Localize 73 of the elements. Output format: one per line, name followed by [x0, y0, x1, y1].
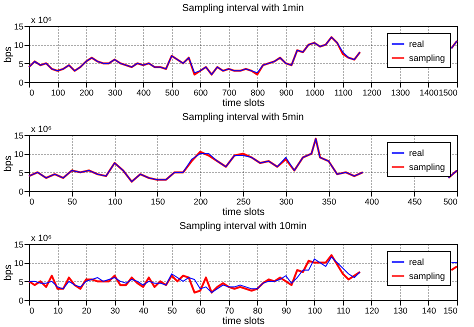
x-tick-label: 900 [279, 88, 294, 98]
x-tick-label: 80 [253, 306, 263, 316]
x-tick-label: 250 [236, 196, 251, 206]
legend-label: real [409, 39, 424, 49]
x-tick-label: 90 [282, 306, 292, 316]
x-tick-label: 110 [336, 306, 350, 316]
x-axis-title: time slots [222, 316, 265, 327]
x-tick-label: 120 [364, 306, 380, 316]
x-tick-label: 50 [68, 196, 78, 206]
x-tick-label: 200 [79, 88, 94, 98]
x-tick-label: 500 [165, 88, 180, 98]
x-tick-label: 1400 [420, 88, 439, 98]
x-tick-label: 400 [364, 196, 380, 206]
y-tick-label: 5 [18, 276, 24, 287]
x-tick-label: 40 [138, 306, 149, 316]
x-tick-label: 1100 [334, 88, 353, 98]
x-tick-label: 1200 [362, 88, 382, 98]
x-tick-label: 10 [53, 306, 64, 316]
legend-label: sampling [409, 162, 446, 172]
legend-label: real [409, 148, 424, 158]
x-tick-label: 300 [108, 88, 122, 98]
x-tick-label: 150 [443, 306, 458, 316]
x-tick-label: 1300 [390, 88, 410, 98]
y-tick-label: 0 [18, 296, 24, 306]
text: x 10⁶ [31, 15, 52, 25]
chart-title: Sampling interval with 10min [179, 221, 307, 232]
y-tick-label: 0 [18, 186, 24, 196]
x-tick-label: 350 [322, 196, 336, 206]
y-tick-label: 15 [14, 240, 24, 250]
x-tick-label: 130 [393, 306, 408, 316]
x-tick-label: 700 [222, 88, 237, 98]
x-tick-label: 500 [443, 196, 458, 206]
legend-label: sampling [409, 271, 446, 281]
x-tick-label: 100 [50, 88, 66, 98]
x-tick-label: 1000 [305, 88, 325, 98]
x-tick-label: 60 [196, 306, 206, 316]
x-tick-label: 0 [30, 196, 34, 206]
y-tick-label: 15 [14, 22, 24, 32]
x-tick-label: 800 [250, 88, 266, 98]
x-tick-label: 140 [422, 306, 436, 316]
y-tick-label: 10 [14, 40, 24, 50]
y-axis-title: bps [3, 155, 14, 172]
y-tick-label: 15 [14, 130, 24, 140]
y-tick-label: 10 [14, 258, 24, 268]
x-tick-label: 200 [194, 196, 208, 206]
x-tick-label: 300 [279, 196, 294, 206]
x-tick-label: 400 [136, 88, 151, 98]
x-tick-label: 150 [150, 196, 166, 206]
x-tick-label: 100 [108, 196, 122, 206]
y-tick-label: 10 [14, 149, 24, 160]
x-tick-label: 1500 [438, 88, 458, 98]
x-tick-label: 600 [194, 88, 208, 98]
x-tick-label: 450 [408, 196, 422, 206]
y-axis-title: bps [3, 46, 14, 63]
x-tick-label: 50 [167, 306, 178, 316]
y-tick-label: 0 [18, 78, 24, 88]
x-tick-label: 20 [82, 306, 92, 316]
text: x 10⁶ [31, 233, 52, 243]
x-tick-label: 70 [224, 306, 234, 316]
chart-title: Sampling interval with 1min [182, 3, 304, 14]
y-tick-label: 5 [18, 58, 24, 69]
y-axis-title: bps [3, 264, 14, 281]
legend-label: real [409, 257, 424, 267]
x-axis-title: time slots [222, 207, 265, 218]
x-tick-label: 100 [308, 306, 322, 316]
x-axis-title: time slots [222, 98, 265, 109]
legend-label: sampling [409, 53, 446, 63]
x-tick-label: 30 [110, 306, 120, 316]
chart-title: Sampling interval with 5min [182, 112, 304, 123]
x-tick-label: 0 [30, 88, 34, 98]
text: x 10⁶ [31, 124, 52, 134]
y-tick-label: 5 [18, 168, 24, 178]
x-tick-label: 0 [30, 306, 34, 316]
